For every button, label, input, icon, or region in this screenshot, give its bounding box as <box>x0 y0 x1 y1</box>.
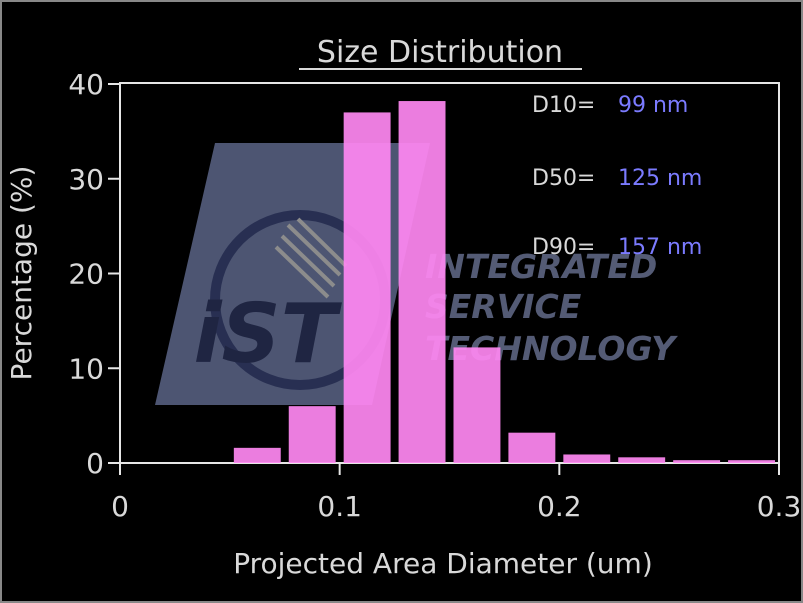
histogram-bar <box>288 406 336 463</box>
y-axis-label: Percentage (%) <box>5 166 38 381</box>
statistics-annotations: D10= 99 nm D50= 125 nm D90= 157 nm <box>532 93 702 260</box>
y-tick-label: 30 <box>68 163 104 196</box>
x-axis-ticks: 0 0.1 0.2 0.3 <box>111 463 801 523</box>
y-tick-label: 0 <box>86 447 104 480</box>
histogram-bar <box>563 454 611 463</box>
y-tick-label: 10 <box>68 352 104 385</box>
histogram-bar <box>233 447 281 463</box>
histogram-bar <box>343 112 391 464</box>
y-axis-ticks: 0 10 20 30 40 <box>68 68 120 480</box>
annotation-label: D90= <box>532 235 595 260</box>
y-tick-label: 40 <box>68 68 104 101</box>
histogram-bar <box>453 347 501 463</box>
watermark-company-line: INTEGRATED <box>425 247 657 286</box>
histogram-bar <box>673 460 721 463</box>
annotation-value: 99 nm <box>618 93 688 118</box>
histogram-bar <box>398 101 446 464</box>
histogram-bar <box>508 432 556 463</box>
histogram-bar <box>618 457 666 463</box>
watermark-logo-text: iST <box>193 287 342 382</box>
x-axis-label: Projected Area Diameter (um) <box>233 547 653 580</box>
annotation-label: D10= <box>532 93 595 118</box>
chart-title: Size Distribution <box>317 35 563 70</box>
watermark-logo-hatch <box>274 217 348 299</box>
x-tick-label: 0.1 <box>317 490 362 523</box>
histogram-bars <box>233 101 775 464</box>
annotation-value: 125 nm <box>618 166 702 191</box>
annotation-value: 157 nm <box>618 235 702 260</box>
histogram-bar <box>728 460 775 463</box>
y-tick-label: 20 <box>68 258 104 291</box>
watermark-company-line: SERVICE <box>425 287 582 326</box>
x-tick-label: 0 <box>111 490 129 523</box>
annotation-label: D50= <box>532 166 595 191</box>
x-tick-label: 0.3 <box>757 490 802 523</box>
x-tick-label: 0.2 <box>537 490 582 523</box>
